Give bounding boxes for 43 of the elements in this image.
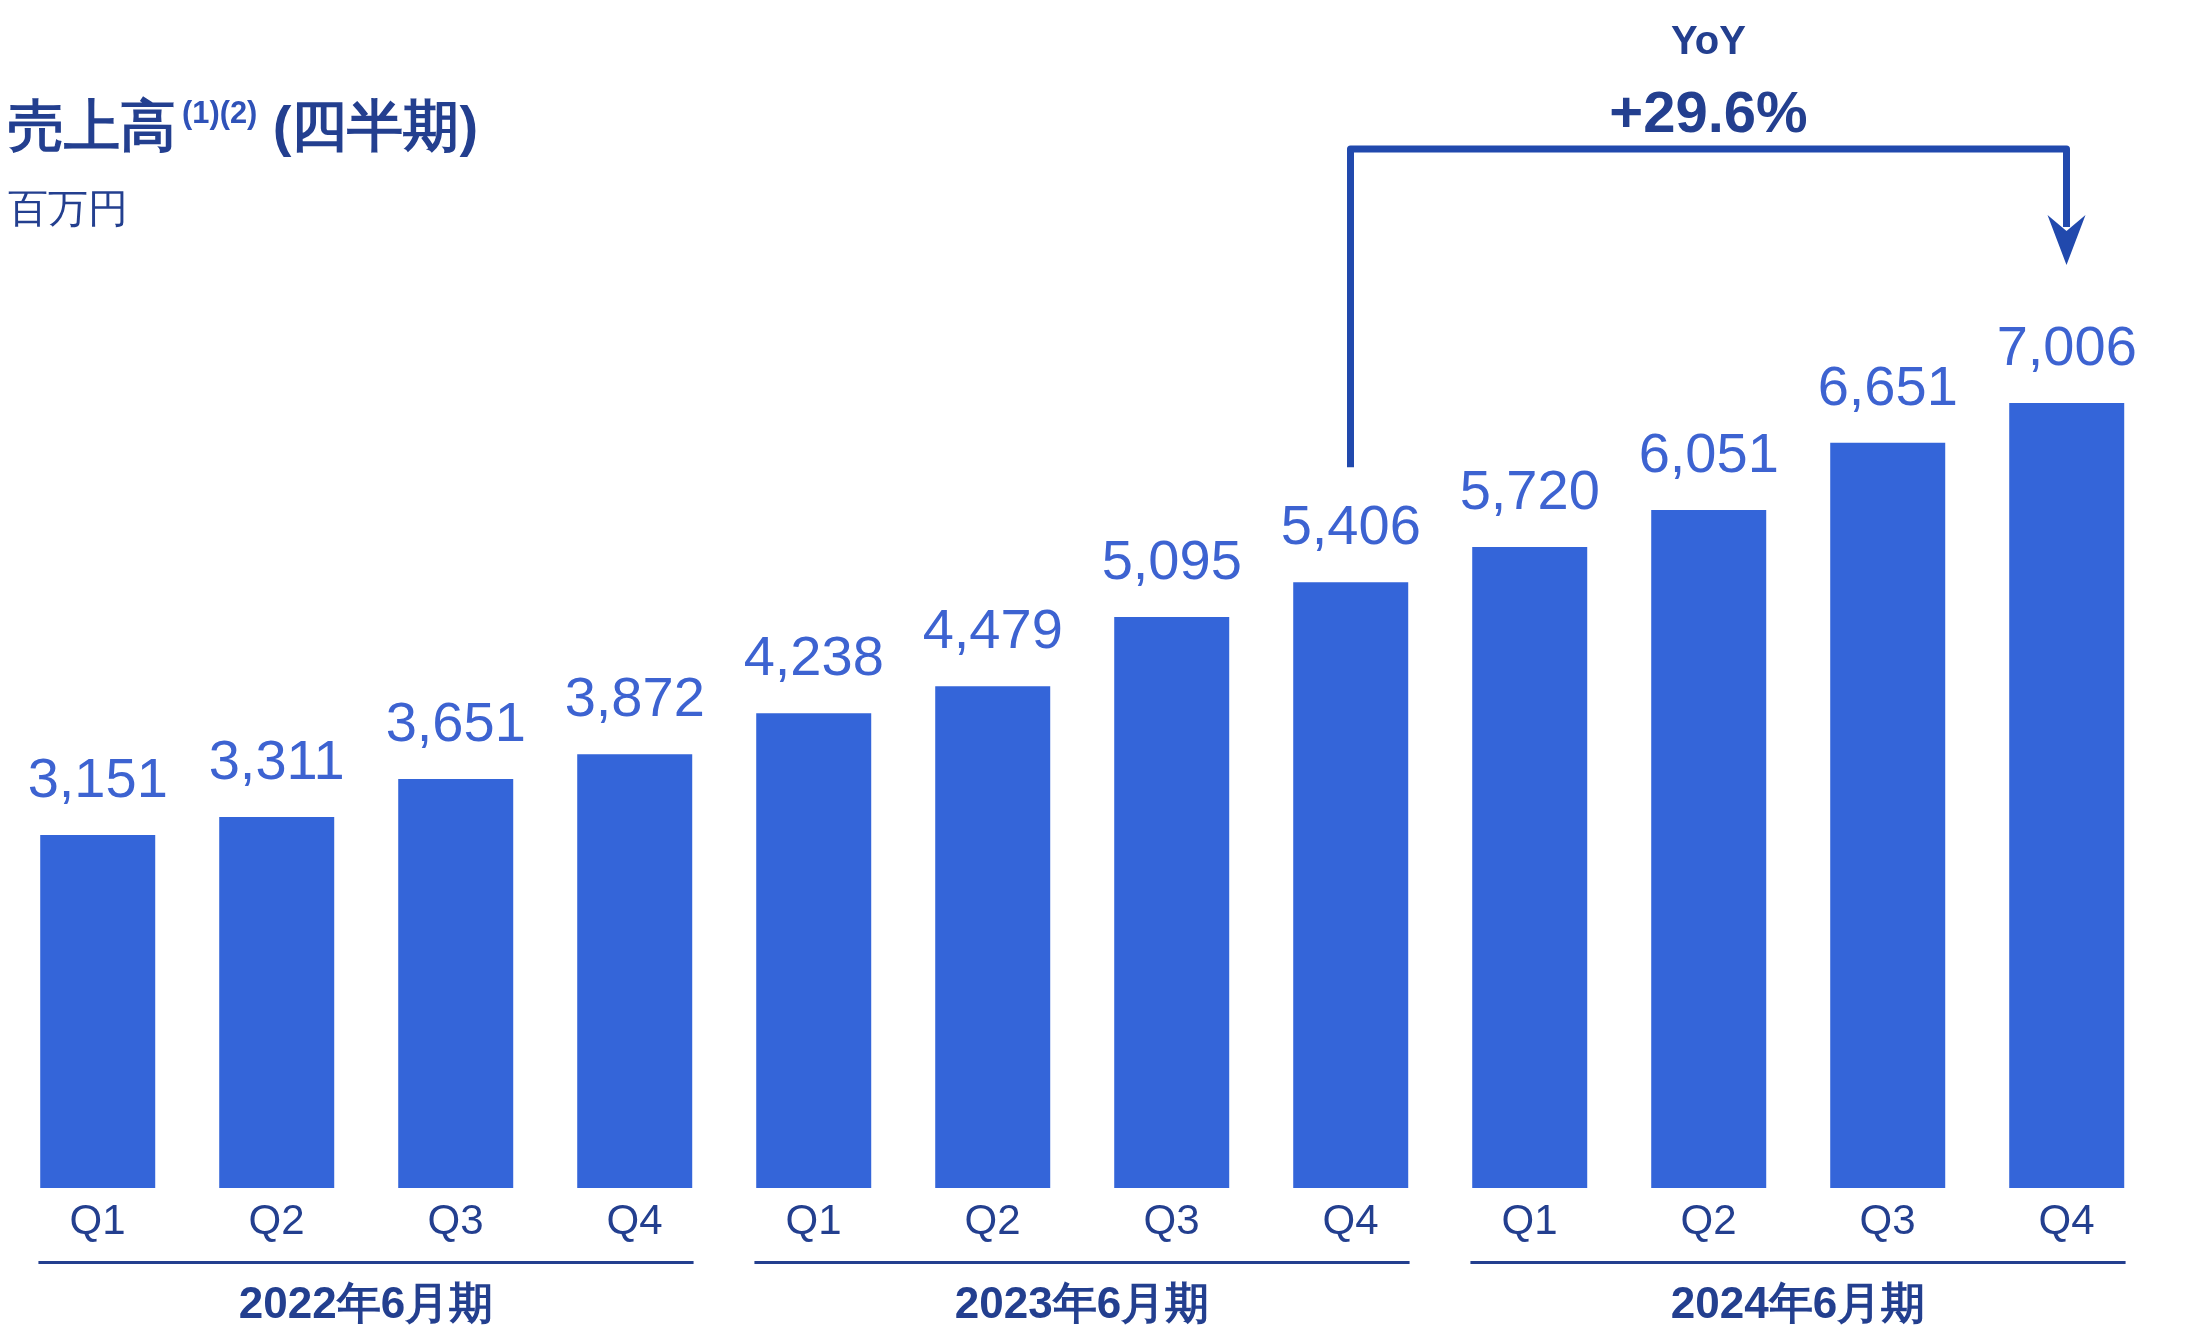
bar [756,713,872,1188]
data-label: 3,151 [27,745,168,809]
bar [1830,442,1946,1188]
data-label: 4,238 [743,624,884,688]
x-tick-label: Q1 [1501,1195,1558,1243]
x-tick-label: Q3 [1859,1195,1916,1243]
data-label: 4,479 [922,597,1063,661]
bar [1472,547,1588,1188]
bar [2009,403,2125,1188]
x-tick-label: Q2 [964,1195,1021,1243]
data-label: 3,311 [208,728,345,792]
x-tick-label: Q1 [69,1195,126,1243]
bar [40,834,156,1188]
data-label: 3,872 [564,665,705,729]
text: 2023年6月期 [954,1278,1210,1327]
x-tick-label: Q1 [785,1195,842,1243]
data-label: 5,095 [1101,528,1242,592]
text: 2022年6月期 [238,1278,494,1327]
bar [1293,582,1409,1188]
data-label: 5,720 [1459,458,1600,522]
text: 2024年6月期 [1670,1278,1926,1327]
x-tick-label: Q4 [2038,1195,2095,1243]
chart-subtitle: 百万円 [8,186,128,230]
bar [219,817,335,1188]
data-label: 6,651 [1817,353,1958,417]
bar [398,778,514,1188]
bar [577,754,693,1188]
bar [935,686,1051,1188]
bar [1114,617,1230,1188]
x-tick-label: Q3 [1143,1195,1200,1243]
bar [1651,510,1767,1188]
data-label: 3,651 [385,689,526,753]
data-label: 7,006 [1996,314,2137,377]
chart-title: 売上高$^{(1)(2)}$ (四半期) [8,94,479,157]
x-tick-label: Q4 [1322,1195,1379,1243]
x-tick-label: Q2 [1680,1195,1737,1243]
x-tick-label: Q3 [427,1195,484,1243]
data-label: 5,406 [1280,493,1421,557]
x-tick-label: Q2 [248,1195,305,1243]
data-label: 6,051 [1638,421,1779,484]
x-tick-label: Q4 [606,1195,663,1243]
text: +29.6% [1609,79,1808,144]
text: YoY [1671,18,1747,62]
